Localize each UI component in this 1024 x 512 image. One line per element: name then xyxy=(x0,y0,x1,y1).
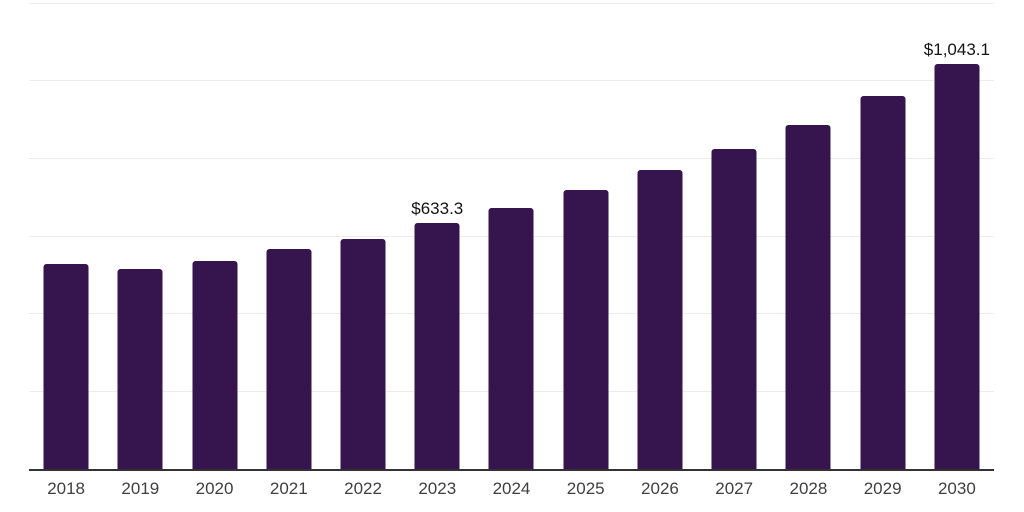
gridline xyxy=(29,157,994,159)
bar-group: 2019 xyxy=(103,3,177,497)
bar xyxy=(934,63,980,469)
bar-group: 2028 xyxy=(771,3,845,497)
bar-group: 2020 xyxy=(177,3,251,497)
bar xyxy=(860,95,906,469)
bar-group: 2029 xyxy=(846,3,920,497)
x-tick-label: 2025 xyxy=(566,479,605,498)
bar xyxy=(117,269,163,469)
x-tick-label: 2026 xyxy=(641,479,679,498)
x-tick-label: 2029 xyxy=(863,479,902,498)
bar-group: 2027 xyxy=(697,3,771,497)
bar xyxy=(192,260,238,469)
bar-group: 2022 xyxy=(326,3,400,497)
bar-value-label: $633.3 xyxy=(411,199,464,219)
x-tick-label: 2022 xyxy=(344,479,382,498)
bar xyxy=(414,223,460,469)
bar-group: $1,043.1 2030 xyxy=(920,3,994,497)
bar-group: 2025 xyxy=(549,3,623,497)
bar xyxy=(785,124,831,469)
x-tick-label: 2024 xyxy=(492,479,531,498)
bar-group: 2026 xyxy=(623,3,697,497)
bar-group: 2024 xyxy=(474,3,548,497)
bar xyxy=(43,263,89,469)
bar xyxy=(340,238,386,469)
bar-group: $633.3 2023 xyxy=(400,3,474,497)
x-tick-label: 2028 xyxy=(789,479,828,498)
x-axis-baseline xyxy=(29,469,994,471)
bar xyxy=(563,190,609,469)
x-tick-label: 2019 xyxy=(121,479,160,498)
gridline xyxy=(29,2,994,4)
bar xyxy=(488,207,534,469)
plot-area: 2018 2019 2020 2021 2022 $633.3 2023 2024 2025 20… xyxy=(29,2,994,497)
x-tick-label: 2018 xyxy=(47,479,86,498)
bar-value-label: $1,043.1 xyxy=(923,39,990,59)
bar-group: 2021 xyxy=(252,3,326,497)
x-tick-label: 2030 xyxy=(937,479,976,498)
x-tick-label: 2023 xyxy=(418,479,457,498)
bar xyxy=(711,148,757,469)
gridline xyxy=(29,80,994,82)
x-tick-label: 2021 xyxy=(269,479,308,498)
bar xyxy=(637,169,683,469)
bar xyxy=(266,249,312,469)
x-tick-label: 2020 xyxy=(195,479,234,498)
x-tick-label: 2027 xyxy=(715,479,754,498)
bar-group: 2018 xyxy=(29,3,103,497)
